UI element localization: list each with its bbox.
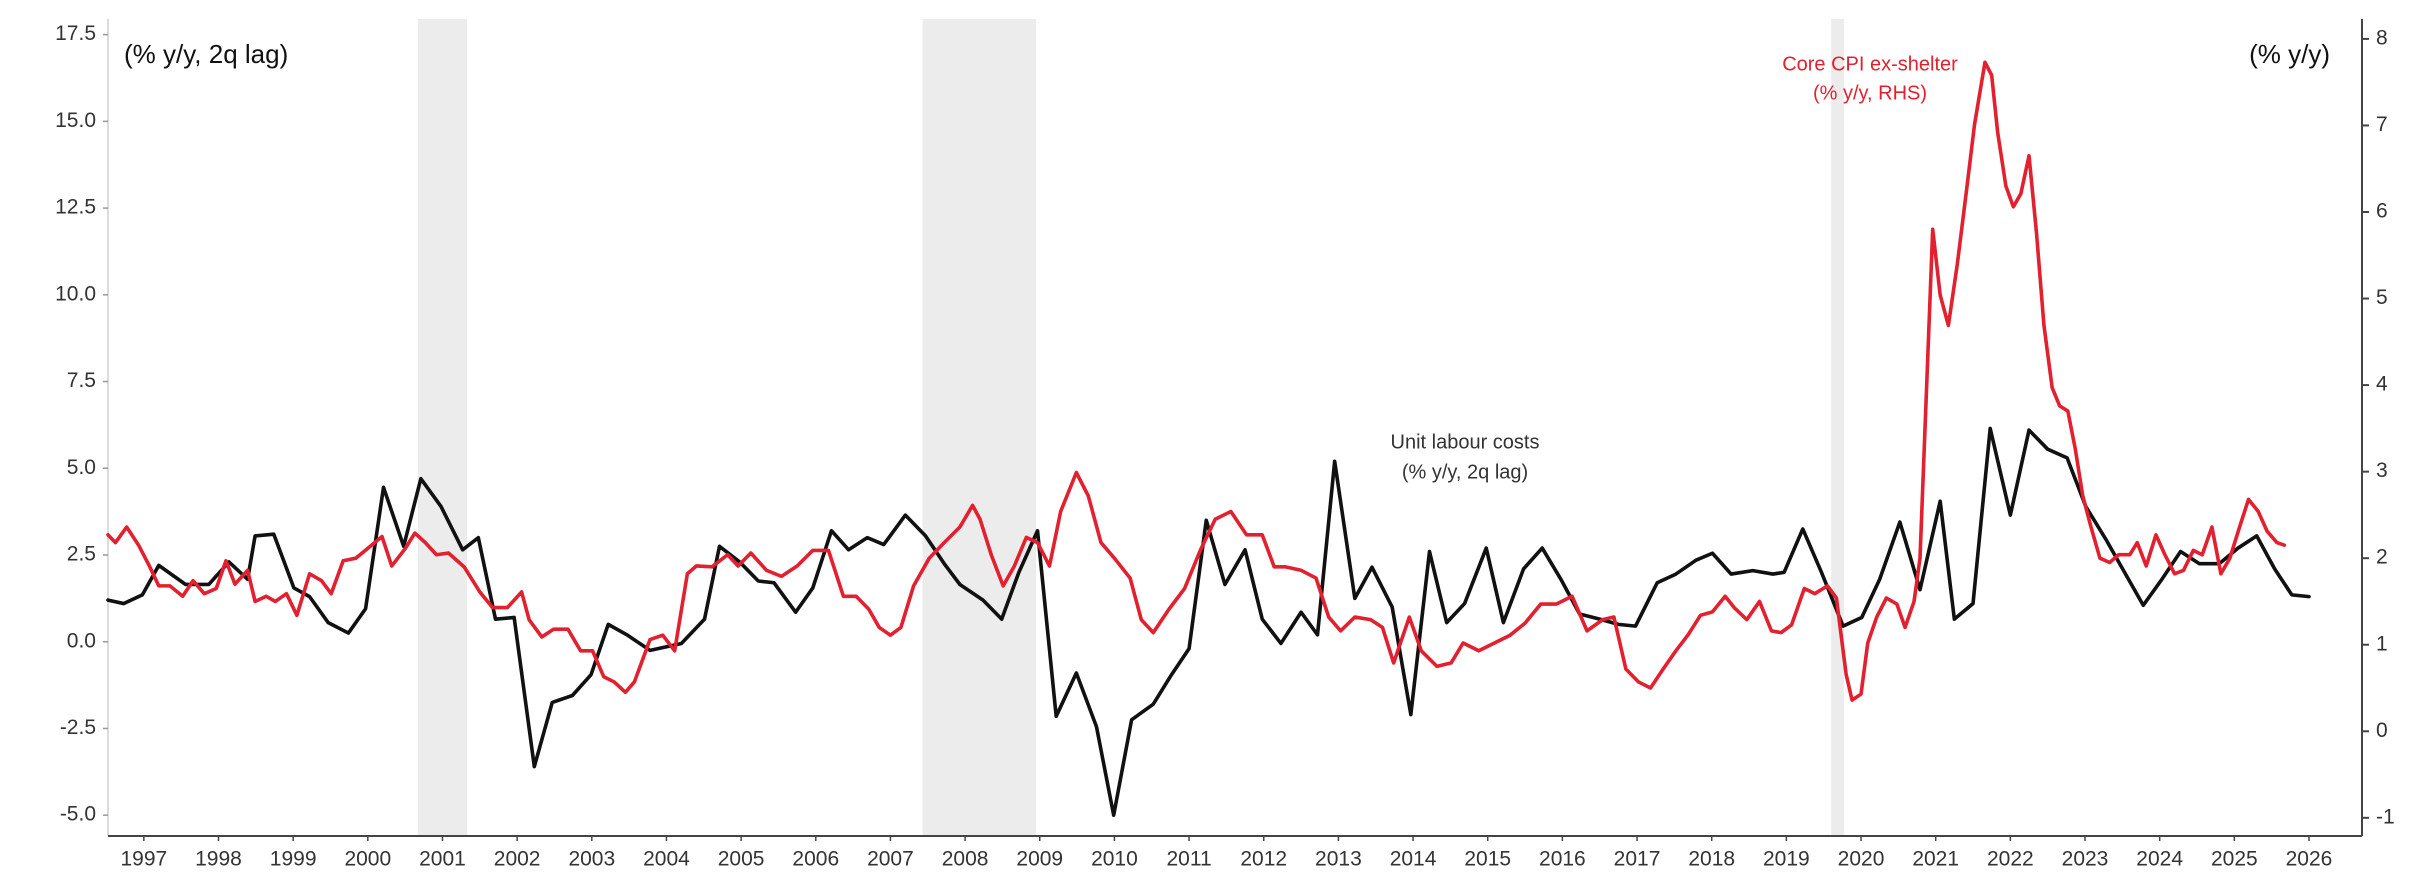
x-tick-label: 2012	[1240, 848, 1287, 871]
series-line	[106, 426, 2311, 817]
series-label: Core CPI ex-shelter	[1782, 53, 1958, 75]
x-tick-label: 2021	[1912, 848, 1959, 871]
y-tick-label: -2.5	[60, 716, 96, 739]
x-tick-label: 2000	[344, 848, 391, 871]
series-line	[106, 60, 2287, 702]
y2-tick-label: 1	[2376, 632, 2388, 655]
right-axis-label: (% y/y)	[2249, 39, 2330, 69]
x-tick-label: 2005	[718, 848, 765, 871]
recession-band	[1831, 19, 1844, 836]
y-tick-label: 0.0	[67, 629, 96, 652]
x-tick-label: 2009	[1016, 848, 1063, 871]
y-tick-label: 7.5	[67, 369, 96, 392]
x-tick-label: 2007	[867, 848, 914, 871]
x-tick-label: 2002	[494, 848, 541, 871]
y2-tick-label: 3	[2376, 459, 2388, 482]
y-tick-label: 10.0	[55, 282, 96, 305]
x-tick-label: 2001	[419, 848, 466, 871]
series-label: Unit labour costs	[1391, 431, 1540, 453]
y-tick-label: 5.0	[67, 456, 96, 479]
lines-layer	[106, 60, 2311, 817]
x-tick-label: 1999	[270, 848, 317, 871]
x-tick-label: 2017	[1614, 848, 1661, 871]
x-tick-label: 2004	[643, 848, 690, 871]
recession-band	[922, 19, 1037, 836]
series-note: (% y/y, RHS)	[1813, 82, 1927, 104]
x-tick-label: 2019	[1763, 848, 1810, 871]
x-tick-label: 2013	[1315, 848, 1362, 871]
x-tick-label: 1997	[120, 848, 167, 871]
y-tick-label: 15.0	[55, 109, 96, 132]
x-tick-label: 2026	[2286, 848, 2333, 871]
left-axis-label: (% y/y, 2q lag)	[124, 39, 288, 69]
shading-layer	[417, 19, 1844, 836]
y2-tick-label: 2	[2376, 546, 2388, 569]
y-tick-label: 12.5	[55, 196, 96, 219]
x-tick-label: 2025	[2211, 848, 2258, 871]
x-tick-label: 2018	[1688, 848, 1735, 871]
y2-tick-label: 6	[2376, 200, 2388, 223]
y2-tick-label: 0	[2376, 719, 2388, 742]
x-tick-label: 2008	[942, 848, 989, 871]
y-tick-label: 2.5	[67, 543, 96, 566]
x-tick-label: 2024	[2136, 848, 2183, 871]
y-tick-label: -5.0	[60, 803, 96, 826]
y-tick-label: 17.5	[55, 22, 96, 45]
y2-tick-label: 7	[2376, 113, 2388, 136]
y2-tick-label: -1	[2376, 805, 2395, 828]
y2-tick-label: 4	[2376, 373, 2388, 396]
x-tick-label: 2006	[792, 848, 839, 871]
axes-layer: -5.0 -2.5 0.0 2.5 5.0 7.5 10.0 12.5 15.0 17.5 -1 0 1…	[55, 19, 2395, 871]
x-tick-label: 2011	[1166, 848, 1211, 871]
y2-tick-label: 5	[2376, 286, 2388, 309]
series-note: (% y/y, 2q lag)	[1402, 461, 1528, 483]
x-tick-label: 2015	[1464, 848, 1511, 871]
x-tick-label: 2016	[1539, 848, 1586, 871]
x-tick-label: 2023	[2062, 848, 2109, 871]
x-tick-label: 2003	[568, 848, 615, 871]
recession-band	[417, 19, 468, 836]
x-tick-label: 2010	[1091, 848, 1138, 871]
x-tick-label: 2020	[1838, 848, 1885, 871]
x-tick-label: 2022	[1987, 848, 2034, 871]
y2-tick-label: 8	[2376, 26, 2388, 49]
x-tick-label: 1998	[195, 848, 242, 871]
x-tick-label: 2014	[1390, 848, 1437, 871]
